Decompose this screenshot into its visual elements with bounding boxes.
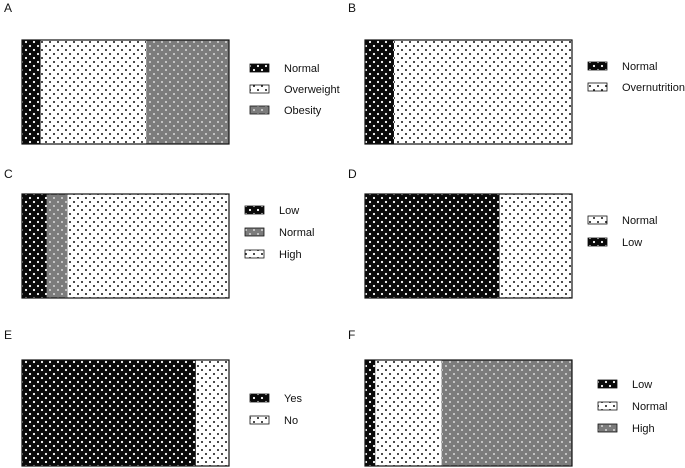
bar-segment-overweight: [40, 40, 147, 144]
legend-label-normal: Normal: [284, 63, 319, 75]
bar-frame: [21, 359, 230, 467]
legend-label-low: Low: [632, 379, 652, 391]
legend-swatch-yes: [249, 393, 270, 403]
bar-segment-high: [67, 194, 229, 298]
panel-label: C: [4, 167, 13, 181]
legend-swatch-high: [244, 249, 265, 259]
legend-label-normal: Normal: [279, 227, 314, 239]
bar-segment-normal: [46, 194, 68, 298]
bar-segment-high: [441, 360, 572, 466]
legend-label-yes: Yes: [284, 393, 302, 405]
legend-label-obesity: Obesity: [284, 105, 322, 117]
bar-frame: [364, 359, 573, 467]
legend-swatch-no: [249, 415, 270, 425]
legend-swatch-low: [244, 205, 265, 215]
legend-label-high: High: [279, 249, 302, 261]
legend-label-normal: Normal: [632, 401, 667, 413]
bar-frame: [364, 39, 573, 145]
legend-swatch-normal: [597, 401, 618, 411]
panel-a: A Normal Overweight Obesity: [4, 1, 340, 145]
legend-swatch-normal: [244, 227, 265, 237]
bar-segment-low: [365, 360, 376, 466]
panel-f: F Low Normal High: [348, 328, 667, 467]
panel-label: B: [348, 1, 356, 15]
legend-swatch-obesity: [249, 105, 270, 115]
legend-label-overweight: Overweight: [284, 84, 340, 96]
legend-swatch-low: [597, 379, 618, 389]
panel-b: B Normal Overnutrition: [348, 1, 685, 145]
legend-swatch-normal: [249, 63, 270, 73]
bar-segment-overnutrition: [393, 40, 572, 144]
legend-label-normal: Normal: [622, 215, 657, 227]
bar-segment-normal: [499, 194, 572, 298]
panel-d: D Normal Low: [348, 167, 657, 299]
legend-label-overnutrition: Overnutrition: [622, 82, 685, 94]
legend-swatch-normal: [587, 215, 608, 225]
bar-segment-no: [195, 360, 229, 466]
bar-segment-low: [365, 194, 500, 298]
panel-c: C Low Normal High: [4, 167, 314, 299]
bar-segment-low: [22, 194, 47, 298]
legend-swatch-normal: [587, 61, 608, 71]
legend-label-low: Low: [279, 205, 299, 217]
legend-label-low: Low: [622, 237, 642, 249]
bar-segment-normal: [22, 40, 41, 144]
legend-swatch-overnutrition: [587, 82, 608, 92]
legend-swatch-high: [597, 423, 618, 433]
panel-label: E: [4, 328, 12, 342]
panel-e: E Yes No: [4, 328, 302, 467]
legend-label-high: High: [632, 423, 655, 435]
bar-segment-yes: [22, 360, 196, 466]
legend-label-no: No: [284, 415, 298, 427]
bar-segment-obesity: [146, 40, 229, 144]
bar-frame: [21, 39, 230, 145]
legend-label-normal: Normal: [622, 61, 657, 73]
panel-label: D: [348, 167, 357, 181]
bar-segment-normal: [375, 360, 442, 466]
bar-frame: [364, 193, 573, 299]
bar-segment-normal: [365, 40, 394, 144]
panel-label: A: [4, 1, 12, 15]
bar-frame: [21, 193, 230, 299]
panel-label: F: [348, 328, 355, 342]
legend-swatch-overweight: [249, 84, 270, 94]
legend-swatch-low: [587, 237, 608, 247]
